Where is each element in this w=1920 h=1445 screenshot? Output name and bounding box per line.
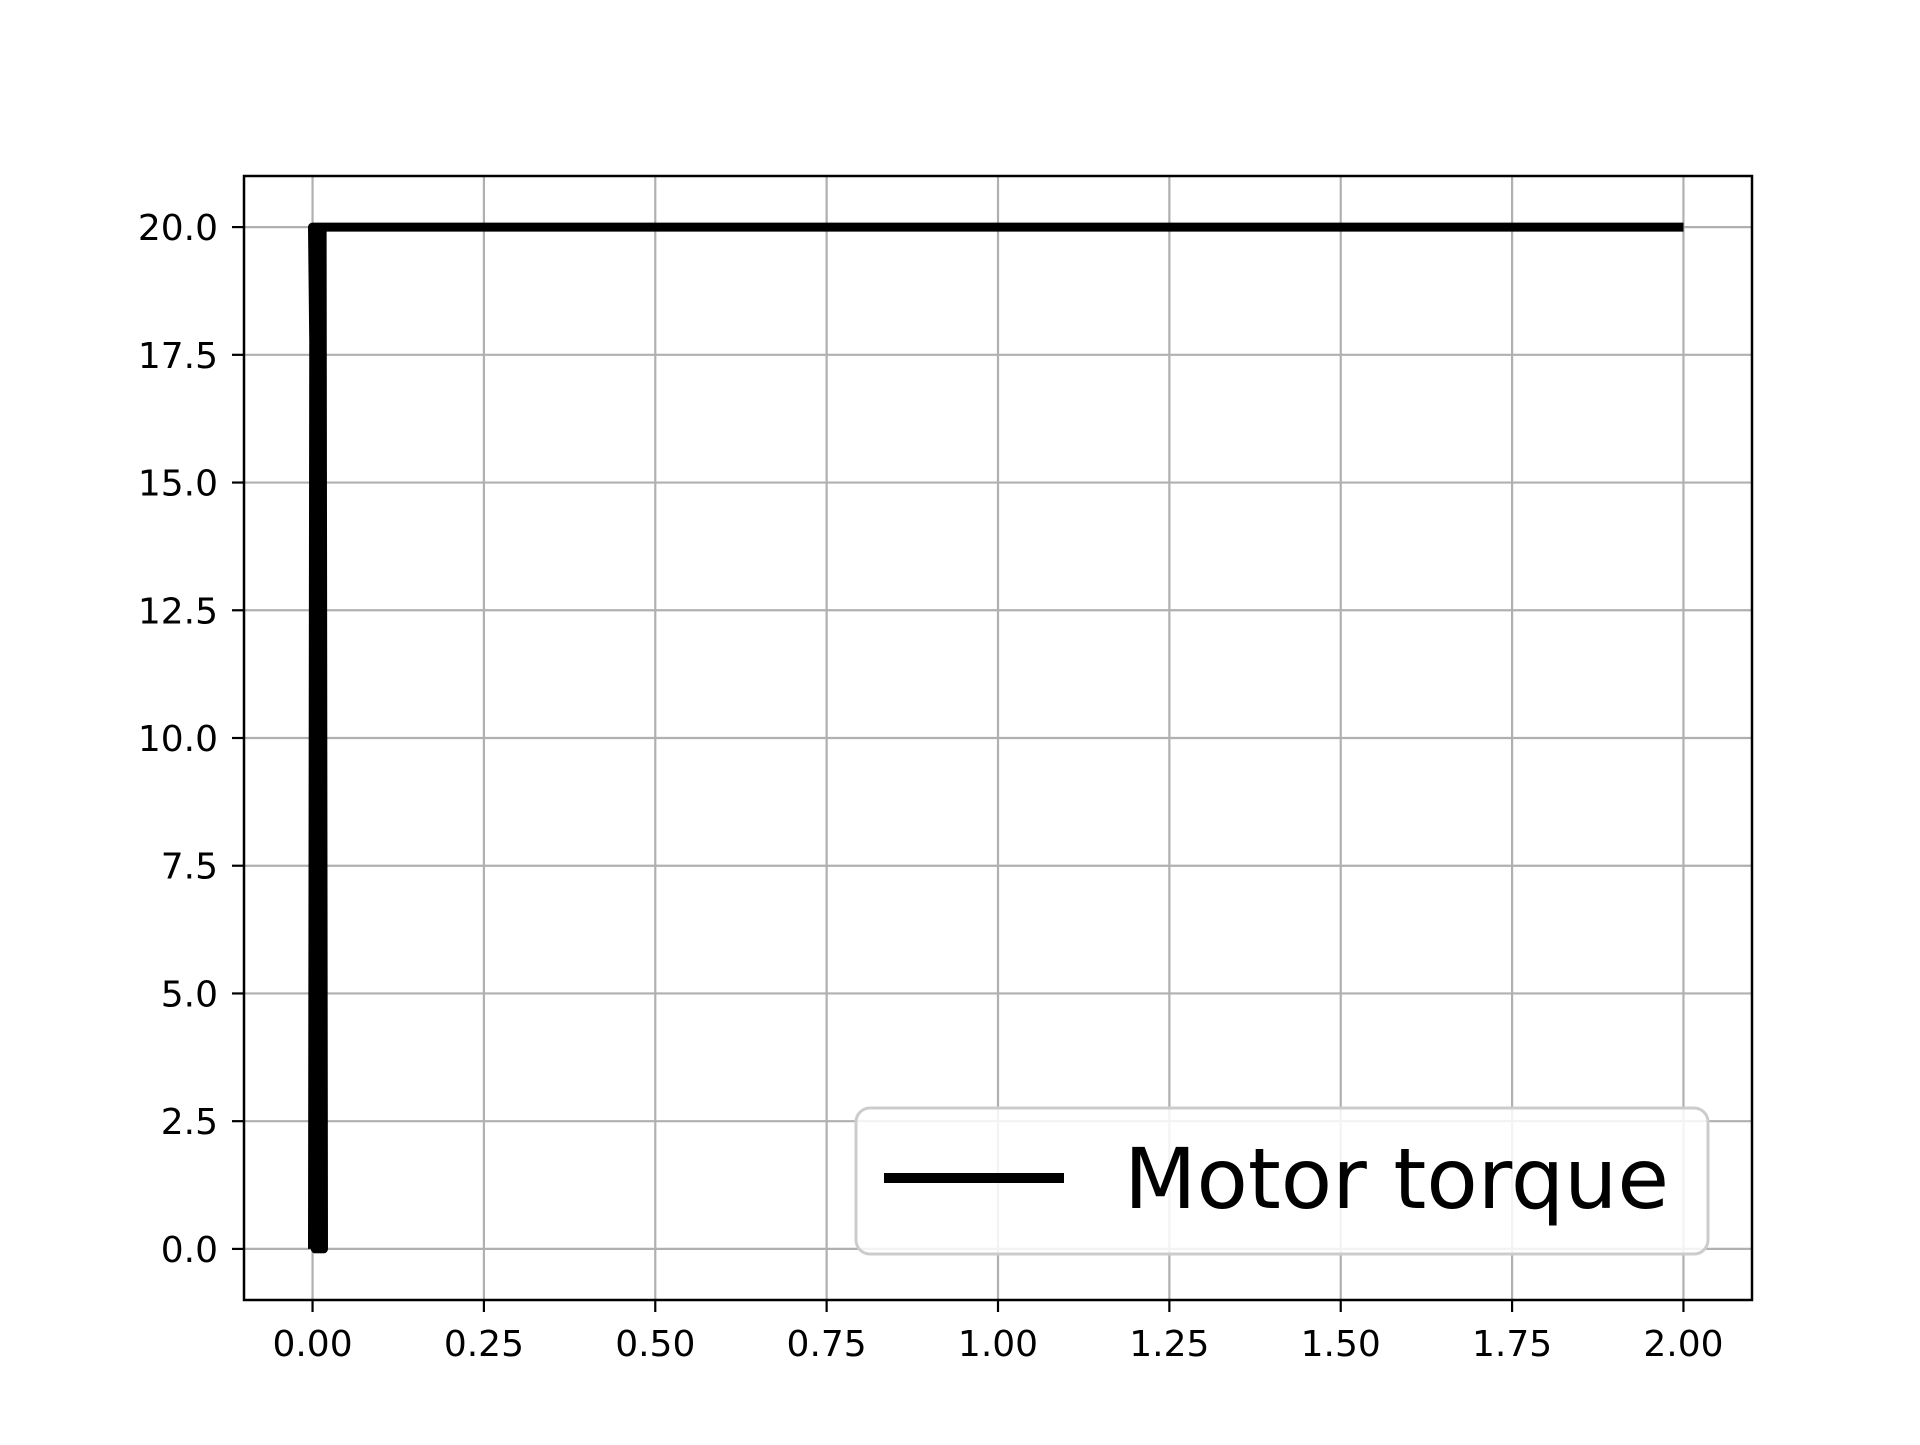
x-tick-label: 1.50 [1301, 1324, 1381, 1365]
x-tick-label: 2.00 [1643, 1324, 1723, 1365]
y-tick-label: 15.0 [138, 464, 218, 505]
x-tick-label: 0.00 [272, 1324, 352, 1365]
x-axis: 0.00 0.25 0.50 0.75 1.00 1.25 1.50 1.75 2.00 [272, 1300, 1724, 1365]
y-tick-label: 20.0 [138, 208, 218, 249]
legend: Motor torque [854, 1106, 1710, 1256]
x-tick-label: 1.25 [1129, 1324, 1209, 1365]
x-tick-label: 0.50 [615, 1324, 695, 1365]
x-tick-label: 0.25 [444, 1324, 524, 1365]
x-tick-label: 1.75 [1472, 1324, 1552, 1365]
y-tick-label: 7.5 [161, 847, 218, 888]
x-tick-label: 0.75 [787, 1324, 867, 1365]
x-tick-label: 1.00 [958, 1324, 1038, 1365]
legend-box [854, 1106, 1710, 1256]
y-axis: 0.0 2.5 5.0 7.5 10.0 12.5 15.0 17.5 20.0 [138, 208, 244, 1271]
y-tick-label: 17.5 [138, 336, 218, 377]
y-tick-label: 2.5 [161, 1102, 218, 1143]
series-line-motor-torque [308, 222, 1684, 1254]
y-tick-label: 12.5 [138, 591, 218, 632]
y-tick-label: 5.0 [161, 974, 218, 1015]
y-tick-label: 10.0 [138, 719, 218, 760]
y-tick-label: 0.0 [161, 1230, 218, 1271]
legend-label: Motor torque [1124, 1130, 1669, 1228]
series-layer [308, 222, 1684, 1254]
